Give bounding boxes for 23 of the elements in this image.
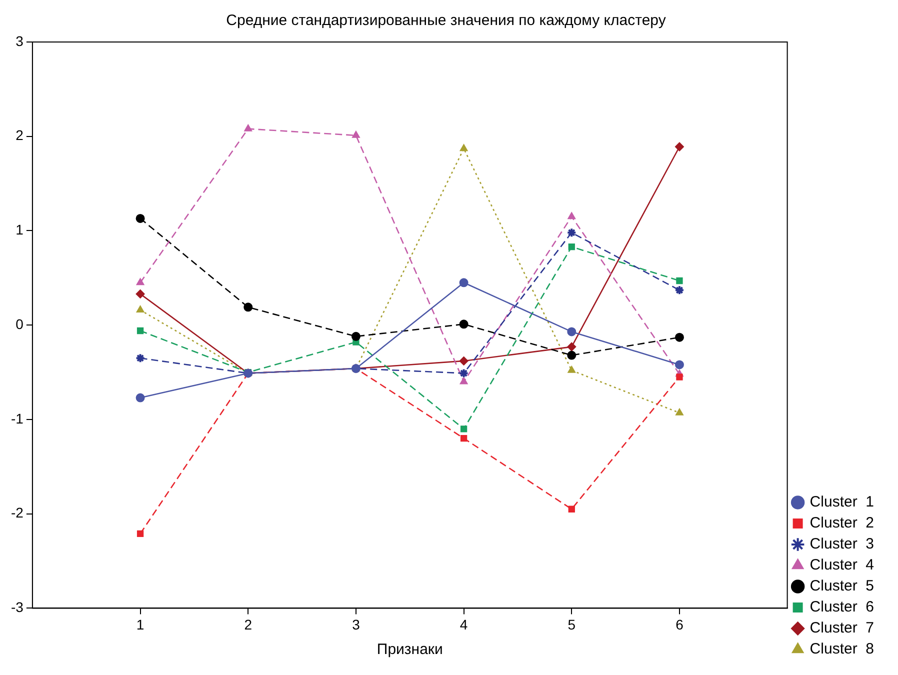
y-tick-label: -2 — [10, 504, 24, 521]
legend-label: Cluster 7 — [810, 620, 874, 637]
legend-label: Cluster 2 — [810, 514, 874, 532]
x-tick-label: 4 — [460, 616, 468, 632]
legend-label: Cluster 5 — [810, 578, 874, 595]
x-tick-label: 3 — [352, 616, 360, 632]
legend-label: Cluster 4 — [810, 556, 874, 574]
y-tick-label: -1 — [10, 410, 24, 426]
y-tick-label: 1 — [16, 222, 24, 238]
chart-title: Средние стандартизированные значения по каждому кластеру — [226, 12, 666, 30]
x-tick-label: 6 — [676, 616, 684, 632]
x-tick-label: 5 — [568, 616, 576, 632]
legend-label: Cluster 6 — [810, 598, 874, 616]
y-tick-label: 0 — [16, 316, 24, 332]
y-tick-label: 2 — [16, 127, 24, 144]
legend-label: Cluster 8 — [810, 640, 874, 658]
x-tick-label: 1 — [136, 616, 144, 632]
y-tick-label: -3 — [10, 599, 24, 616]
x-tick-label: 2 — [244, 616, 252, 632]
legend-label: Cluster 1 — [810, 494, 874, 511]
x-axis-title: Признаки — [376, 641, 443, 658]
y-tick-label: 3 — [16, 32, 24, 49]
legend-label: Cluster 3 — [810, 536, 874, 553]
